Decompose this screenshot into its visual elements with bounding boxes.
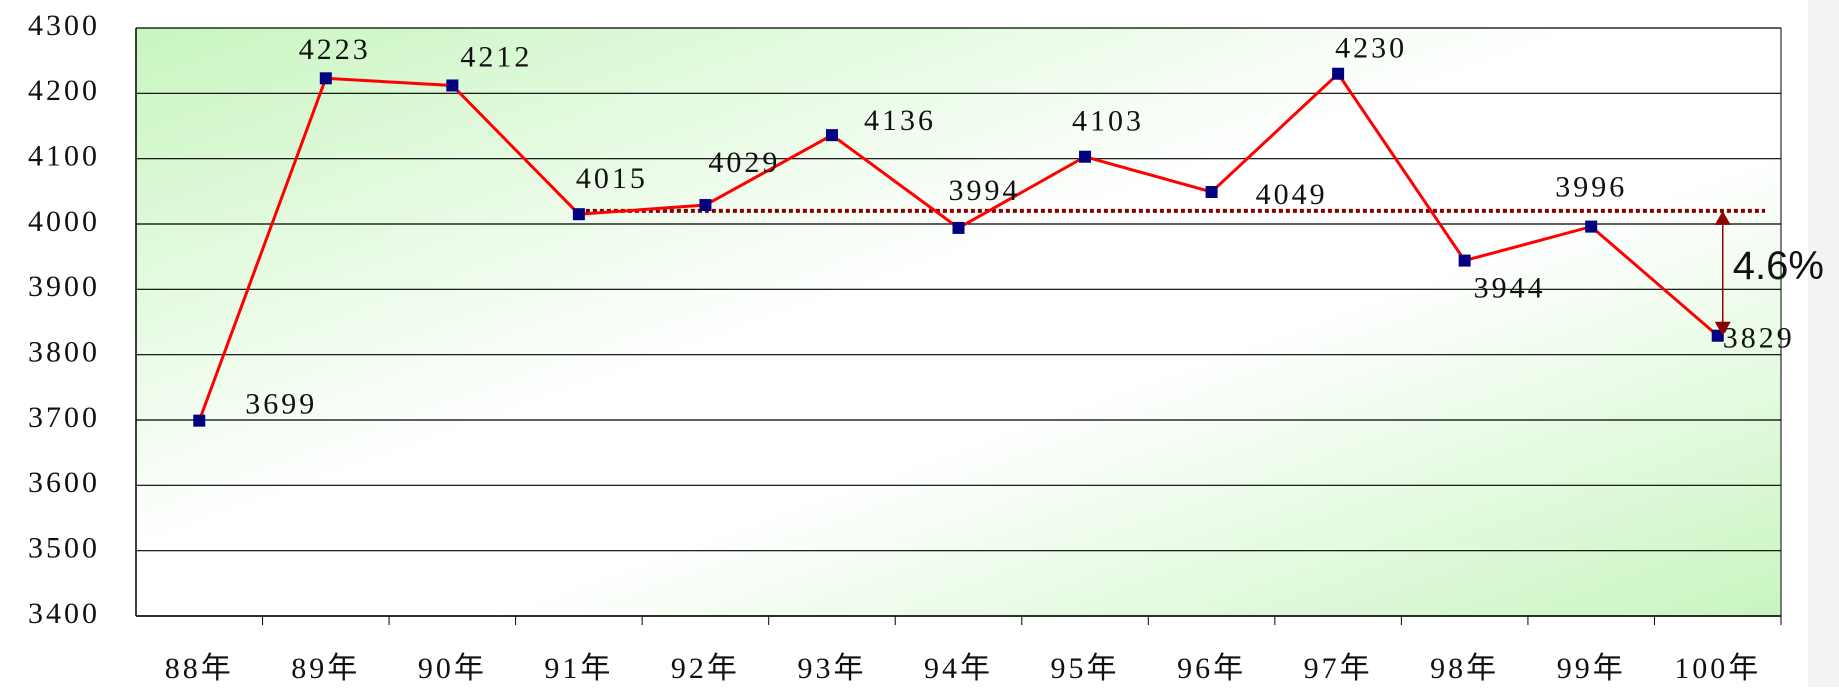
x-tick-label: 90年	[418, 652, 487, 685]
x-tick-label: 91年	[544, 652, 613, 685]
x-tick-label: 99年	[1557, 652, 1626, 685]
y-tick-label: 3800	[28, 336, 100, 369]
data-label: 4136	[864, 104, 936, 137]
data-label: 3994	[949, 174, 1021, 207]
y-tick-label: 4200	[28, 74, 100, 107]
x-tick-label: 88年	[165, 652, 234, 685]
data-label: 3699	[245, 388, 317, 421]
data-label: 4049	[1256, 178, 1328, 211]
marker	[193, 414, 206, 427]
data-label: 3944	[1474, 271, 1546, 304]
marker	[1458, 254, 1471, 267]
data-label: 4103	[1072, 105, 1144, 138]
data-label: 4230	[1335, 32, 1407, 65]
marker	[699, 199, 712, 212]
y-tick-label: 4100	[28, 140, 100, 173]
x-tick-label: 94年	[924, 652, 993, 685]
plot-background	[136, 28, 1781, 616]
x-tick-label: 89年	[291, 652, 360, 685]
x-tick-label: 98年	[1430, 652, 1499, 685]
data-label: 4223	[299, 33, 371, 66]
x-tick-label: 93年	[797, 652, 866, 685]
marker	[446, 79, 459, 92]
x-tick-label: 97年	[1304, 652, 1373, 685]
data-label: 3996	[1555, 171, 1627, 204]
data-label: 4212	[460, 40, 532, 73]
x-tick-label: 92年	[671, 652, 740, 685]
marker	[1585, 220, 1598, 233]
marker	[1711, 329, 1724, 342]
x-tick-label: 95年	[1051, 652, 1120, 685]
x-tick-label: 100年	[1674, 652, 1761, 685]
marker	[1332, 67, 1345, 80]
annotation: 4.6%	[1733, 244, 1824, 288]
marker	[1079, 150, 1092, 163]
marker	[1205, 185, 1218, 198]
y-tick-label: 3400	[28, 597, 100, 630]
marker	[319, 72, 332, 85]
y-tick-label: 4300	[28, 9, 100, 42]
arrow-head	[1714, 210, 1731, 225]
y-tick-label: 3700	[28, 401, 100, 434]
y-tick-label: 3900	[28, 270, 100, 303]
data-label: 4015	[576, 162, 648, 195]
y-tick-label: 3600	[28, 466, 100, 499]
data-label: 4029	[708, 146, 780, 179]
marker	[825, 129, 838, 142]
arrow-head	[1714, 321, 1731, 336]
y-tick-label: 3500	[28, 532, 100, 565]
marker	[952, 221, 965, 234]
marker	[572, 208, 585, 221]
side-panel	[1808, 0, 1839, 687]
x-tick-label: 96年	[1177, 652, 1246, 685]
y-tick-label: 4000	[28, 205, 100, 238]
data-label: 3829	[1723, 322, 1795, 355]
